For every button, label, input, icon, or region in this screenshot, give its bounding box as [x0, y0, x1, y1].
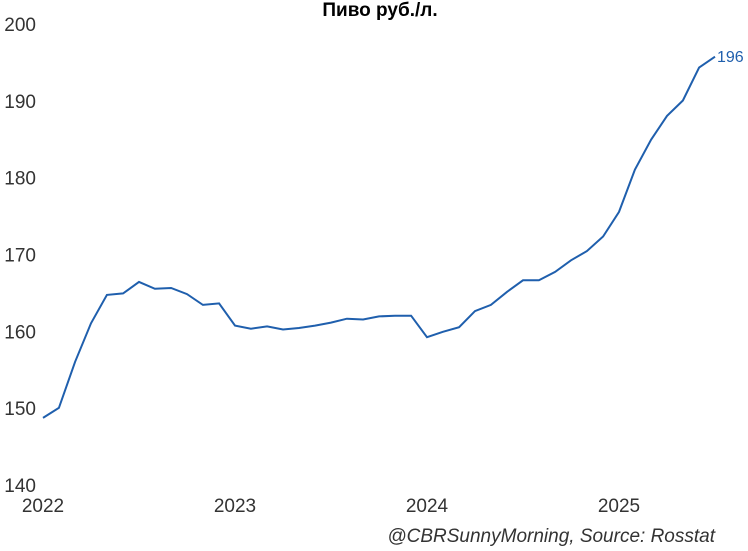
y-tick-label: 190 [4, 92, 36, 113]
x-tick-label: 2023 [214, 496, 256, 517]
source-note: @CBRSunnyMorning, Source: Rosstat [387, 526, 715, 547]
y-tick-label: 200 [4, 15, 36, 36]
y-tick-label: 150 [4, 399, 36, 420]
line [42, 55, 716, 419]
y-tick-label: 140 [4, 476, 36, 497]
y-tick-label: 160 [4, 322, 36, 343]
end-label: 196 [717, 49, 744, 66]
y-tick-label: 180 [4, 169, 36, 190]
chart-title: Пиво руб./л. [322, 0, 437, 21]
x-tick-label: 2022 [22, 496, 64, 517]
x-tick-label: 2024 [406, 496, 449, 517]
y-tick-label: 170 [4, 246, 36, 267]
x-tick-label: 2025 [598, 496, 640, 517]
